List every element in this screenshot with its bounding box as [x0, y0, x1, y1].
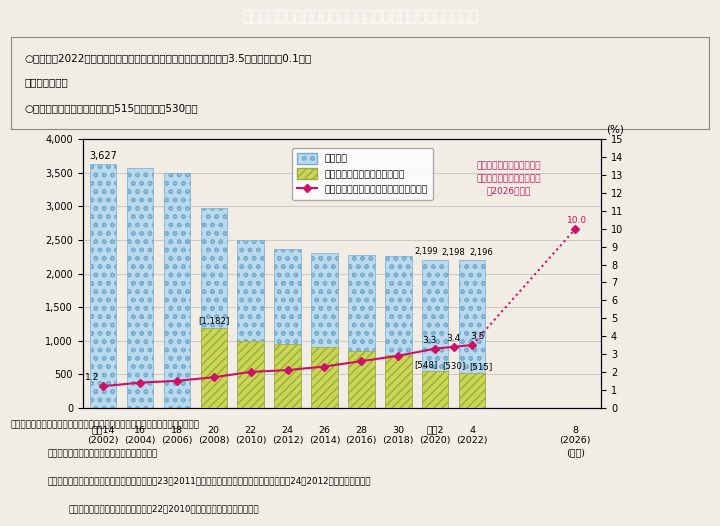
Text: ２．原則として各年度４月１日現在。: ２．原則として各年度４月１日現在。	[48, 449, 158, 458]
Bar	[274, 344, 301, 408]
Text: ８－３図　消防団数及び消防団員に占める女性の割合の推移: ８－３図 消防団数及び消防団員に占める女性の割合の推移	[242, 9, 478, 25]
Text: (2012): (2012)	[272, 437, 303, 446]
Text: 郡女川町の値は、平成22（2010）年４月１日の数値で集計。: 郡女川町の値は、平成22（2010）年４月１日の数値で集計。	[68, 504, 259, 513]
Text: 3,627: 3,627	[89, 151, 117, 161]
Text: 2,196: 2,196	[469, 248, 493, 257]
Bar	[238, 341, 264, 408]
Text: （備考）１．消防庁「消防防災・震災対策現況調査」及び消防庁資料より作成。: （備考）１．消防庁「消防防災・震災対策現況調査」及び消防庁資料より作成。	[11, 420, 200, 429]
Text: ○女性団員がいない消防団数は515（前年度は530）。: ○女性団員がいない消防団数は515（前年度は530）。	[24, 103, 199, 113]
Text: [1,182]: [1,182]	[198, 317, 230, 326]
Text: 22: 22	[245, 426, 257, 435]
Text: (2020): (2020)	[420, 437, 451, 446]
Text: 平成14: 平成14	[91, 426, 115, 435]
Text: ３．東日本大震災の影響により、平成23（2011）年の岐阜県、宮城県及び福島県、平成24（2012）年の宮城県牡鹿: ３．東日本大震災の影響により、平成23（2011）年の岐阜県、宮城県及び福島県、…	[48, 477, 371, 485]
Text: 3.4: 3.4	[446, 334, 461, 343]
Text: (2014): (2014)	[309, 437, 341, 446]
Bar	[422, 260, 449, 408]
Text: 3.3: 3.3	[423, 336, 437, 345]
Text: [548]: [548]	[414, 360, 438, 369]
Bar	[459, 373, 485, 408]
Bar	[311, 252, 338, 408]
Text: (2008): (2008)	[198, 437, 230, 446]
Text: （第５次男女共同参画基本
　計画における成果目標）
（2026年度）: （第５次男女共同参画基本 計画における成果目標） （2026年度）	[477, 161, 541, 196]
Text: [515]: [515]	[469, 362, 493, 371]
Text: (%): (%)	[606, 124, 624, 134]
Bar	[200, 328, 227, 408]
Text: 30: 30	[392, 426, 405, 435]
Bar	[459, 260, 485, 408]
Bar	[348, 255, 374, 408]
Text: (2006): (2006)	[161, 437, 193, 446]
Bar	[90, 165, 117, 408]
Text: 28: 28	[356, 426, 367, 435]
Text: (2004): (2004)	[125, 437, 156, 446]
Text: 令和2: 令和2	[426, 426, 444, 435]
Bar	[385, 356, 412, 408]
Text: ○令和４（2022）年４月１日現在、消防団員に占める女性の割合は3.5％（前年度比0.1％ポ: ○令和４（2022）年４月１日現在、消防団員に占める女性の割合は3.5％（前年度…	[24, 54, 312, 64]
Text: 16: 16	[134, 426, 146, 435]
Text: 18: 18	[171, 426, 183, 435]
Text: (2018): (2018)	[382, 437, 414, 446]
Bar	[127, 168, 153, 408]
Legend: 消防団数, うち女性団員がいない消防団数, 消防団員に占める女性の割合（右目盛）: 消防団数, うち女性団員がいない消防団数, 消防団員に占める女性の割合（右目盛）	[292, 148, 433, 200]
Text: イント増）。: イント増）。	[24, 77, 68, 87]
Bar	[311, 347, 338, 408]
Bar	[238, 240, 264, 408]
Bar	[385, 256, 412, 408]
Text: (2002): (2002)	[87, 437, 119, 446]
Text: 8: 8	[572, 426, 578, 435]
Text: 2,199: 2,199	[414, 248, 438, 257]
Text: 2,198: 2,198	[442, 248, 466, 257]
Text: 26: 26	[318, 426, 330, 435]
Bar	[274, 249, 301, 408]
Bar	[422, 371, 449, 408]
Text: (2026): (2026)	[559, 437, 591, 446]
Text: 4: 4	[469, 426, 475, 435]
Bar	[348, 351, 374, 408]
Text: (年度): (年度)	[566, 448, 585, 457]
Text: 10.0: 10.0	[567, 216, 588, 225]
Bar	[200, 208, 227, 408]
Text: 3.5: 3.5	[470, 332, 485, 341]
Text: (2016): (2016)	[346, 437, 377, 446]
Text: 20: 20	[208, 426, 220, 435]
Bar	[163, 173, 190, 408]
Text: 24: 24	[282, 426, 294, 435]
Text: [530]: [530]	[442, 361, 465, 370]
Text: (2022): (2022)	[456, 437, 488, 446]
Text: (2010): (2010)	[235, 437, 266, 446]
Text: 1.2: 1.2	[85, 373, 99, 382]
